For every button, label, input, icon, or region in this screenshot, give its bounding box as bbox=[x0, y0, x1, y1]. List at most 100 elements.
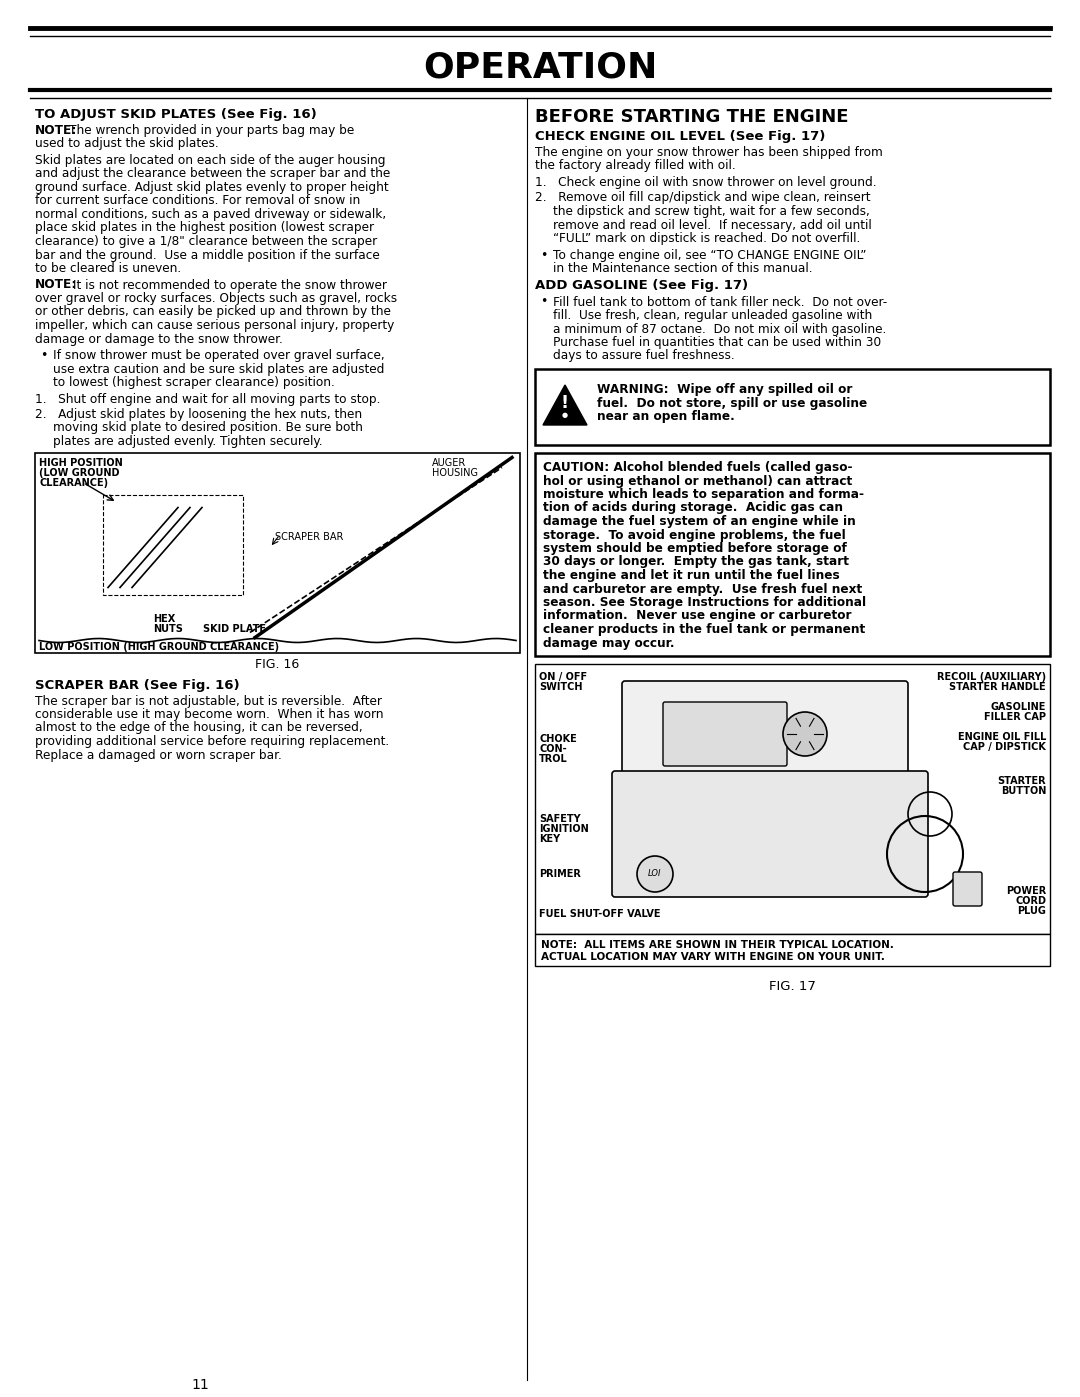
Text: use extra caution and be sure skid plates are adjusted: use extra caution and be sure skid plate… bbox=[53, 362, 384, 376]
Text: moisture which leads to separation and forma-: moisture which leads to separation and f… bbox=[543, 488, 864, 502]
Text: FUEL SHUT-OFF VALVE: FUEL SHUT-OFF VALVE bbox=[539, 909, 661, 919]
Text: CHECK ENGINE OIL LEVEL (See Fig. 17): CHECK ENGINE OIL LEVEL (See Fig. 17) bbox=[535, 130, 825, 142]
Text: SCRAPER BAR (See Fig. 16): SCRAPER BAR (See Fig. 16) bbox=[35, 679, 240, 692]
Text: The wrench provided in your parts bag may be: The wrench provided in your parts bag ma… bbox=[69, 124, 354, 137]
Text: PLUG: PLUG bbox=[1017, 907, 1047, 916]
Text: system should be emptied before storage of: system should be emptied before storage … bbox=[543, 542, 847, 555]
Text: ADD GASOLINE (See Fig. 17): ADD GASOLINE (See Fig. 17) bbox=[535, 279, 748, 292]
FancyBboxPatch shape bbox=[612, 771, 928, 897]
Text: CHOKE: CHOKE bbox=[539, 733, 577, 745]
Text: ground surface. Adjust skid plates evenly to proper height: ground surface. Adjust skid plates evenl… bbox=[35, 182, 389, 194]
FancyBboxPatch shape bbox=[535, 664, 1050, 935]
Text: Skid plates are located on each side of the auger housing: Skid plates are located on each side of … bbox=[35, 154, 386, 168]
FancyBboxPatch shape bbox=[535, 453, 1050, 657]
Text: AUGER: AUGER bbox=[432, 458, 467, 468]
Text: FIG. 16: FIG. 16 bbox=[255, 658, 299, 672]
Text: If snow thrower must be operated over gravel surface,: If snow thrower must be operated over gr… bbox=[53, 349, 384, 362]
Text: (LOW GROUND: (LOW GROUND bbox=[39, 468, 120, 479]
Text: TO ADJUST SKID PLATES (See Fig. 16): TO ADJUST SKID PLATES (See Fig. 16) bbox=[35, 108, 316, 122]
Text: NOTE:: NOTE: bbox=[35, 124, 78, 137]
Text: GASOLINE: GASOLINE bbox=[990, 703, 1047, 712]
Text: ACTUAL LOCATION MAY VARY WITH ENGINE ON YOUR UNIT.: ACTUAL LOCATION MAY VARY WITH ENGINE ON … bbox=[541, 951, 885, 963]
Text: HOUSING: HOUSING bbox=[432, 468, 478, 479]
Text: days to assure fuel freshness.: days to assure fuel freshness. bbox=[553, 349, 734, 362]
Text: CORD: CORD bbox=[1015, 895, 1047, 907]
Text: a minimum of 87 octane.  Do not mix oil with gasoline.: a minimum of 87 octane. Do not mix oil w… bbox=[553, 323, 887, 335]
Text: or other debris, can easily be picked up and thrown by the: or other debris, can easily be picked up… bbox=[35, 306, 391, 319]
Circle shape bbox=[783, 712, 827, 756]
Text: RECOIL (AUXILIARY): RECOIL (AUXILIARY) bbox=[936, 672, 1047, 682]
Text: FILLER CAP: FILLER CAP bbox=[984, 712, 1047, 722]
Text: ●: ● bbox=[562, 412, 568, 418]
Text: •: • bbox=[540, 296, 548, 309]
Text: storage.  To avoid engine problems, the fuel: storage. To avoid engine problems, the f… bbox=[543, 528, 846, 542]
Text: SWITCH: SWITCH bbox=[539, 682, 582, 692]
Text: NOTE:  ALL ITEMS ARE SHOWN IN THEIR TYPICAL LOCATION.: NOTE: ALL ITEMS ARE SHOWN IN THEIR TYPIC… bbox=[541, 940, 894, 950]
Text: To change engine oil, see “TO CHANGE ENGINE OIL”: To change engine oil, see “TO CHANGE ENG… bbox=[553, 249, 866, 261]
Text: used to adjust the skid plates.: used to adjust the skid plates. bbox=[35, 137, 218, 151]
Polygon shape bbox=[543, 386, 588, 425]
Text: to be cleared is uneven.: to be cleared is uneven. bbox=[35, 263, 181, 275]
Text: 30 days or longer.  Empty the gas tank, start: 30 days or longer. Empty the gas tank, s… bbox=[543, 556, 849, 569]
Text: hol or using ethanol or methanol) can attract: hol or using ethanol or methanol) can at… bbox=[543, 475, 852, 488]
FancyBboxPatch shape bbox=[622, 680, 908, 787]
Text: ENGINE OIL FILL: ENGINE OIL FILL bbox=[958, 732, 1047, 742]
Text: fuel.  Do not store, spill or use gasoline: fuel. Do not store, spill or use gasolin… bbox=[597, 397, 867, 409]
Text: POWER: POWER bbox=[1005, 886, 1047, 895]
Text: CLEARANCE): CLEARANCE) bbox=[39, 479, 108, 489]
Text: over gravel or rocky surfaces. Objects such as gravel, rocks: over gravel or rocky surfaces. Objects s… bbox=[35, 292, 397, 305]
Text: 1.   Shut off engine and wait for all moving parts to stop.: 1. Shut off engine and wait for all movi… bbox=[35, 393, 380, 405]
Text: providing additional service before requiring replacement.: providing additional service before requ… bbox=[35, 735, 389, 747]
Text: information.  Never use engine or carburetor: information. Never use engine or carbure… bbox=[543, 609, 851, 623]
FancyBboxPatch shape bbox=[953, 872, 982, 907]
Text: the engine and let it run until the fuel lines: the engine and let it run until the fuel… bbox=[543, 569, 840, 583]
Text: BEFORE STARTING THE ENGINE: BEFORE STARTING THE ENGINE bbox=[535, 108, 849, 126]
Text: TROL: TROL bbox=[539, 754, 568, 764]
Text: Replace a damaged or worn scraper bar.: Replace a damaged or worn scraper bar. bbox=[35, 749, 282, 761]
Text: moving skid plate to desired position. Be sure both: moving skid plate to desired position. B… bbox=[53, 422, 363, 434]
Text: tion of acids during storage.  Acidic gas can: tion of acids during storage. Acidic gas… bbox=[543, 502, 843, 514]
Text: The scraper bar is not adjustable, but is reversible.  After: The scraper bar is not adjustable, but i… bbox=[35, 694, 382, 707]
Text: STARTER: STARTER bbox=[997, 775, 1047, 787]
Text: STARTER HANDLE: STARTER HANDLE bbox=[949, 682, 1047, 692]
Text: damage the fuel system of an engine while in: damage the fuel system of an engine whil… bbox=[543, 515, 855, 528]
Text: almost to the edge of the housing, it can be reversed,: almost to the edge of the housing, it ca… bbox=[35, 721, 363, 735]
Text: impeller, which can cause serious personal injury, property: impeller, which can cause serious person… bbox=[35, 319, 394, 332]
Text: •: • bbox=[540, 249, 548, 261]
Text: NUTS: NUTS bbox=[153, 624, 183, 634]
Text: HEX: HEX bbox=[153, 615, 175, 624]
Text: SAFETY: SAFETY bbox=[539, 814, 581, 824]
Text: CON-: CON- bbox=[539, 745, 567, 754]
Text: •: • bbox=[40, 349, 48, 362]
Text: 1.   Check engine oil with snow thrower on level ground.: 1. Check engine oil with snow thrower on… bbox=[535, 176, 877, 189]
Text: 11: 11 bbox=[191, 1377, 208, 1391]
FancyBboxPatch shape bbox=[663, 703, 787, 766]
Text: plates are adjusted evenly. Tighten securely.: plates are adjusted evenly. Tighten secu… bbox=[53, 434, 323, 448]
Text: and adjust the clearance between the scraper bar and the: and adjust the clearance between the scr… bbox=[35, 168, 390, 180]
Text: the factory already filled with oil.: the factory already filled with oil. bbox=[535, 159, 735, 172]
Text: !: ! bbox=[561, 394, 569, 412]
Text: PRIMER: PRIMER bbox=[539, 869, 581, 879]
FancyBboxPatch shape bbox=[103, 495, 243, 595]
Text: the dipstick and screw tight, wait for a few seconds,: the dipstick and screw tight, wait for a… bbox=[553, 205, 869, 218]
Text: CAUTION: Alcohol blended fuels (called gaso-: CAUTION: Alcohol blended fuels (called g… bbox=[543, 461, 852, 474]
Text: and carburetor are empty.  Use fresh fuel next: and carburetor are empty. Use fresh fuel… bbox=[543, 583, 862, 595]
Text: considerable use it may become worn.  When it has worn: considerable use it may become worn. Whe… bbox=[35, 708, 383, 721]
Circle shape bbox=[637, 856, 673, 893]
Text: KEY: KEY bbox=[539, 834, 561, 844]
Text: NOTE:: NOTE: bbox=[35, 278, 78, 292]
Text: to lowest (highest scraper clearance) position.: to lowest (highest scraper clearance) po… bbox=[53, 376, 335, 388]
Text: remove and read oil level.  If necessary, add oil until: remove and read oil level. If necessary,… bbox=[553, 218, 872, 232]
Text: Fill fuel tank to bottom of tank filler neck.  Do not over-: Fill fuel tank to bottom of tank filler … bbox=[553, 296, 888, 309]
Text: bar and the ground.  Use a middle position if the surface: bar and the ground. Use a middle positio… bbox=[35, 249, 380, 261]
Text: LOW POSITION (HIGH GROUND CLEARANCE): LOW POSITION (HIGH GROUND CLEARANCE) bbox=[39, 643, 279, 652]
Text: 2.   Adjust skid plates by loosening the hex nuts, then: 2. Adjust skid plates by loosening the h… bbox=[35, 408, 362, 420]
FancyBboxPatch shape bbox=[35, 453, 519, 652]
Text: OPERATION: OPERATION bbox=[422, 52, 658, 85]
Text: HIGH POSITION: HIGH POSITION bbox=[39, 458, 123, 468]
Text: damage or damage to the snow thrower.: damage or damage to the snow thrower. bbox=[35, 332, 283, 345]
Text: CAP / DIPSTICK: CAP / DIPSTICK bbox=[963, 742, 1047, 752]
Text: SCRAPER BAR: SCRAPER BAR bbox=[275, 532, 343, 542]
Text: damage may occur.: damage may occur. bbox=[543, 637, 675, 650]
Text: near an open flame.: near an open flame. bbox=[597, 409, 734, 423]
